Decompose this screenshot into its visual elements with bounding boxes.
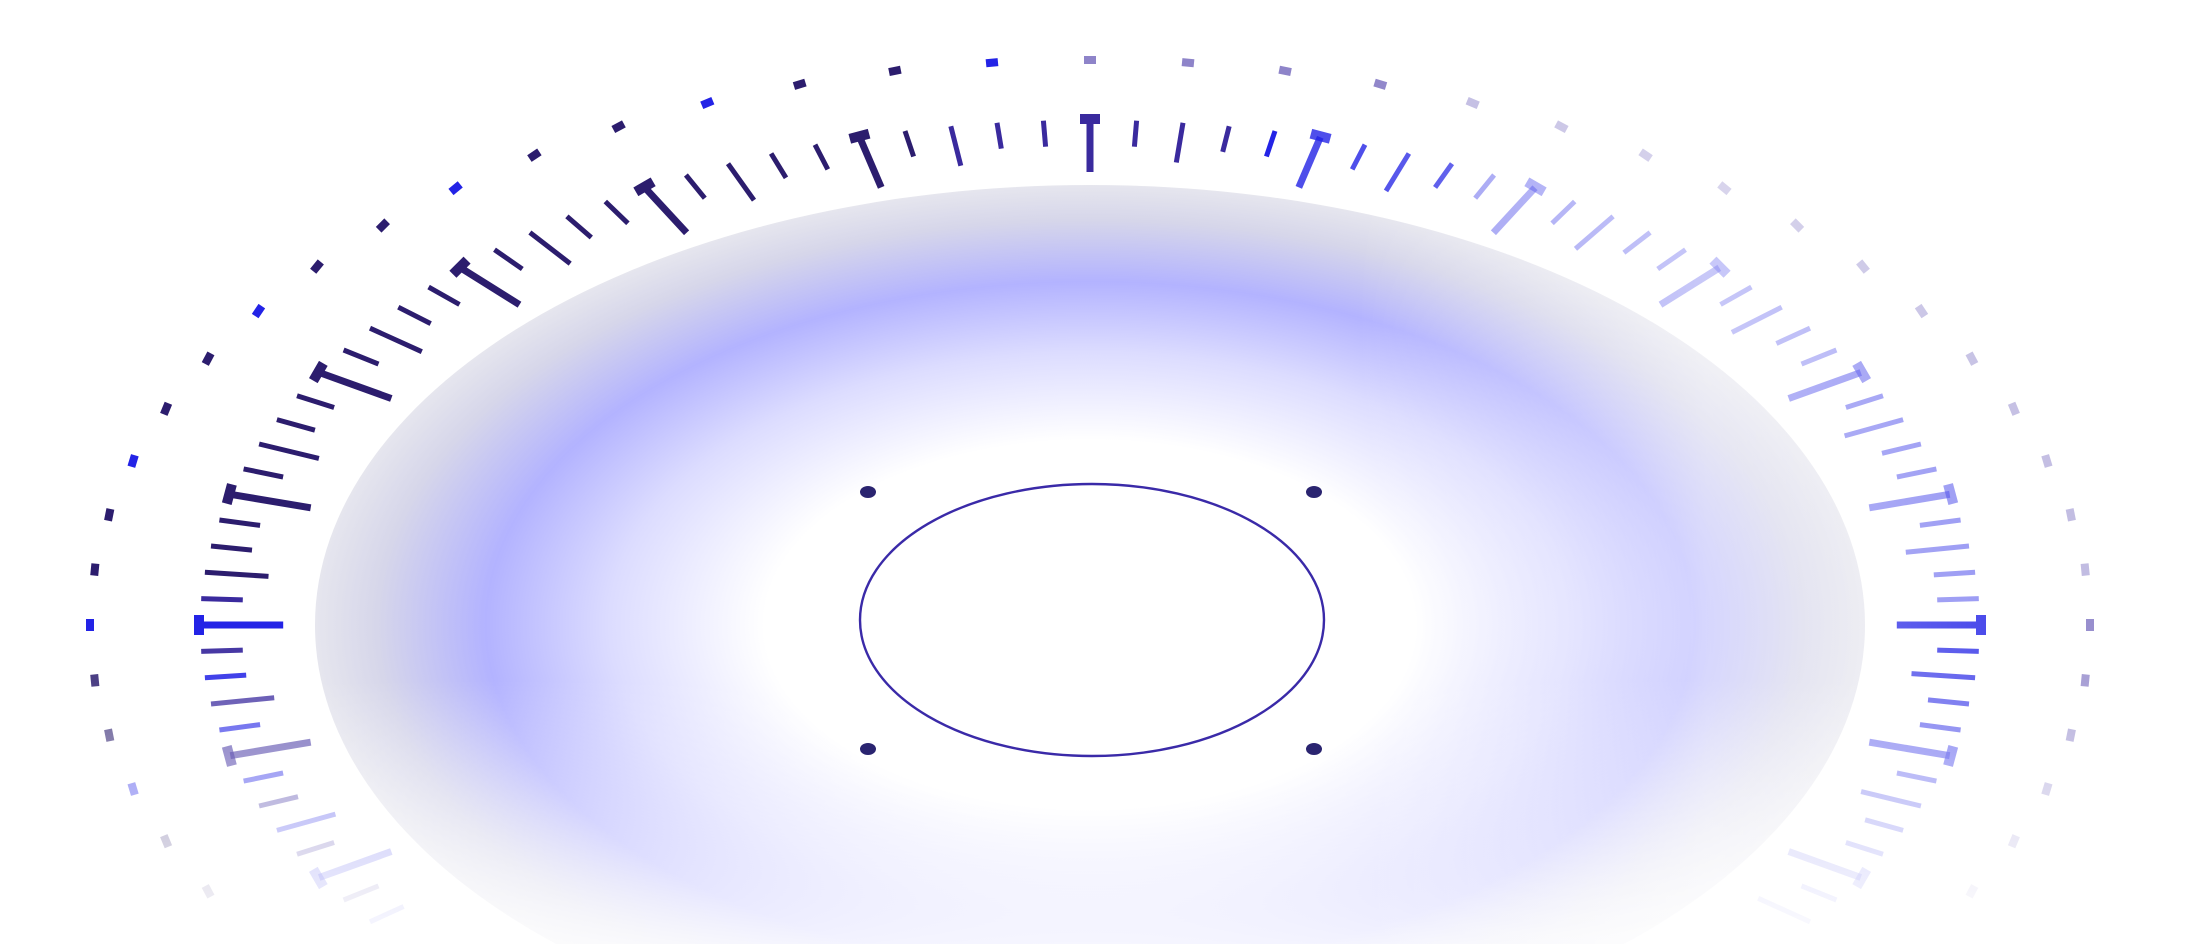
corner-marker-bottom-right xyxy=(1306,743,1322,755)
center-ring xyxy=(858,482,1326,758)
corner-marker-top-right xyxy=(1306,486,1322,498)
center-reticle xyxy=(858,482,1326,758)
corner-marker-top-left xyxy=(860,486,876,498)
corner-marker-bottom-left xyxy=(860,743,876,755)
